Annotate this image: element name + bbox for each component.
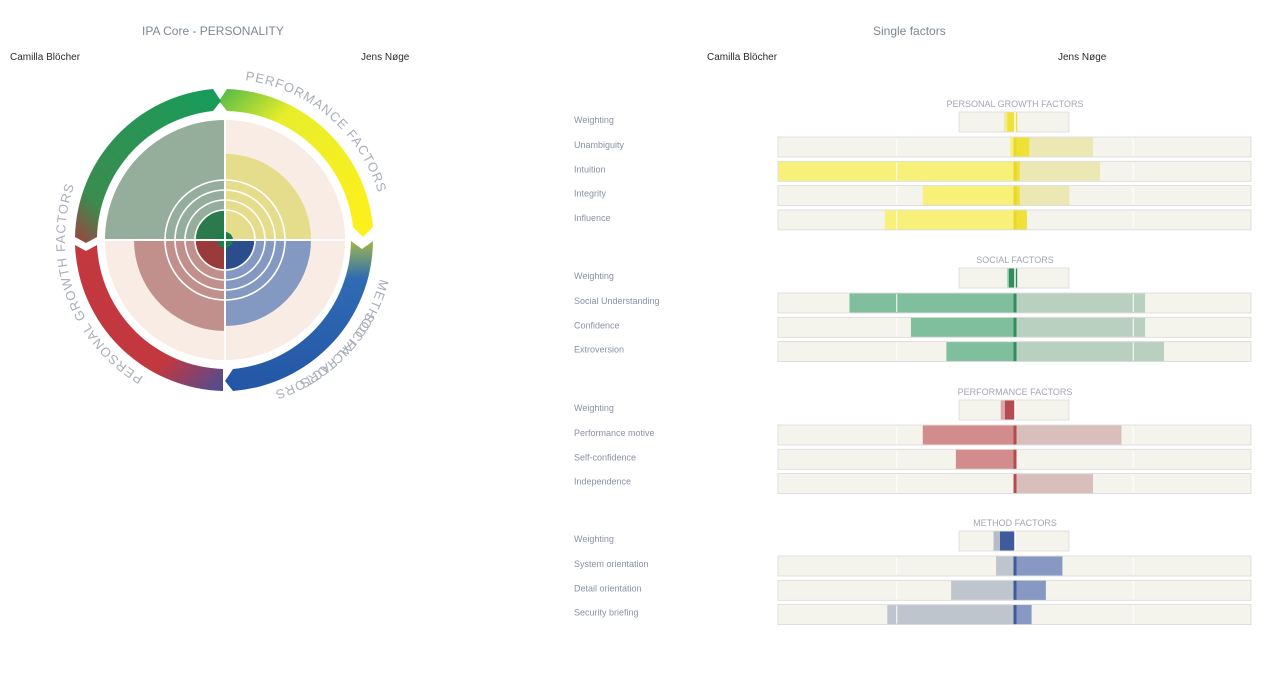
factor-bar-b-core-detail-orientation — [1015, 580, 1046, 600]
left-person-a-name: Camilla Blöcher — [10, 52, 81, 63]
row-label-confidence: Confidence — [574, 320, 620, 330]
factor-center-marker-confidence — [1013, 317, 1017, 337]
factor-bar-a-influence — [884, 210, 1015, 230]
factor-center-marker-self-confidence — [1013, 449, 1017, 469]
wheel-ring-2 — [174, 189, 276, 291]
factor-bar-b-core-intuition — [1015, 161, 1020, 181]
weighting-bar-b — [1004, 400, 1015, 420]
factor-center-marker-system-orientation — [1013, 556, 1017, 576]
right-person-a-name: Camilla Blöcher — [707, 52, 778, 63]
wheel-wedge-method-factors-inner — [225, 240, 255, 270]
right-panel-title: Single factors — [873, 24, 946, 38]
row-label-weighting: Weighting — [574, 271, 614, 281]
factor-center-marker-independence — [1013, 474, 1017, 494]
row-label-social-understanding: Social Understanding — [574, 296, 660, 306]
factor-center-marker-integrity — [1013, 186, 1017, 206]
factor-center-marker-influence — [1013, 210, 1017, 230]
ring-arc-performance — [75, 245, 223, 391]
factor-group-social-factors: SOCIAL FACTORS Weighting Social Understand… — [574, 255, 1252, 363]
row-label-weighting: Weighting — [574, 115, 614, 125]
wheel-wedge-social-factors-outer — [105, 120, 225, 240]
row-label-independence: Independence — [574, 477, 631, 487]
factor-bar-b-integrity — [1015, 186, 1070, 206]
row-label-weighting: Weighting — [574, 534, 614, 544]
factor-center-marker-social-understanding — [1013, 293, 1017, 313]
factor-bar-b-social-understanding — [1015, 293, 1146, 313]
factor-bar-a-security-briefing — [887, 605, 1015, 625]
factor-bar-a-performance-motive — [922, 425, 1015, 445]
factor-center-marker-security-briefing — [1013, 605, 1017, 625]
factor-bar-b-core-integrity — [1015, 186, 1020, 206]
wheel-ring-3 — [184, 199, 266, 281]
left-panel-title: IPA Core - PERSONALITY — [142, 24, 284, 38]
factor-bar-b-intuition — [1015, 161, 1101, 181]
factor-bar-a-system-orientation — [996, 556, 1015, 576]
row-label-extroversion: Extroversion — [574, 345, 624, 355]
weighting-bar-b — [1007, 112, 1018, 132]
left-person-b-name: Jens Nøge — [361, 52, 410, 63]
wheel-dividers — [103, 118, 347, 362]
factor-bar-b-core-unambiguity — [1015, 137, 1030, 157]
factor-center-marker-unambiguity — [1013, 137, 1017, 157]
wheel-wedge-performance-factors-outer — [134, 240, 225, 331]
right-person-b-name: Jens Nøge — [1058, 52, 1107, 63]
group-title-performance-factors: PERFORMANCE FACTORS — [958, 387, 1073, 397]
factor-bar-a-social-understanding — [849, 293, 1015, 313]
row-label-weighting: Weighting — [574, 403, 614, 413]
weighting-bar-b — [999, 531, 1015, 551]
factor-bar-b-core-security-briefing — [1015, 605, 1032, 625]
wheel-ring-1 — [164, 179, 286, 301]
row-label-unambiguity: Unambiguity — [574, 140, 625, 150]
factor-group-personal-growth-factors: PERSONAL GROWTH FACTORS Weighting Unambigu… — [574, 99, 1252, 231]
factor-center-marker-detail-orientation — [1013, 580, 1017, 600]
factor-bar-b-extroversion — [1015, 342, 1164, 362]
group-title-method-factors: METHOD FACTORS — [973, 518, 1057, 528]
group-title-social-factors: SOCIAL FACTORS — [976, 255, 1054, 265]
row-label-security-briefing: Security briefing — [574, 608, 639, 618]
row-label-system-orientation: System orientation — [574, 559, 649, 569]
ring-arc-social — [75, 89, 221, 243]
row-label-influence: Influence — [574, 213, 611, 223]
factor-bar-a-detail-orientation — [951, 580, 1015, 600]
factor-bar-a-self-confidence — [955, 449, 1015, 469]
factor-bar-b-confidence — [1015, 317, 1146, 337]
factor-bar-b-core-system-orientation — [1015, 556, 1063, 576]
weighting-bar-b — [1009, 268, 1018, 288]
factor-bar-a-unambiguity — [1010, 137, 1015, 157]
factor-bar-a-integrity — [922, 186, 1015, 206]
factor-bar-b-independence — [1015, 474, 1094, 494]
factor-center-marker-intuition — [1013, 161, 1017, 181]
ring-arc-growth — [219, 89, 373, 237]
wheel-ring-4 — [194, 209, 256, 271]
factor-center-marker-performance-motive — [1013, 425, 1017, 445]
group-title-personal-growth-factors: PERSONAL GROWTH FACTORS — [946, 99, 1083, 109]
ring-arc-method — [225, 241, 373, 391]
row-label-self-confidence: Self-confidence — [574, 452, 636, 462]
wheel-wedge-performance-factors-inner — [195, 240, 225, 270]
factor-bar-b-unambiguity — [1015, 137, 1094, 157]
row-label-intuition: Intuition — [574, 164, 606, 174]
factor-center-marker-extroversion — [1013, 342, 1017, 362]
personality-wheel-chart: PERSONAL GROWTH FACTORS METHOD FACTORS P… — [53, 68, 391, 402]
factor-group-performance-factors: PERFORMANCE FACTORS Weighting Performance … — [574, 387, 1252, 495]
factor-bar-b-performance-motive — [1015, 425, 1122, 445]
row-label-integrity: Integrity — [574, 189, 607, 199]
row-label-performance-motive: Performance motive — [574, 428, 655, 438]
factor-bar-b-core-influence — [1015, 210, 1027, 230]
factor-bar-a-extroversion — [946, 342, 1015, 362]
wheel-wedge-social-factors-inner — [195, 210, 225, 240]
row-label-detail-orientation: Detail orientation — [574, 583, 642, 593]
factor-group-method-factors: METHOD FACTORS Weighting System orientatio… — [574, 518, 1252, 625]
factor-bar-a-confidence — [910, 317, 1015, 337]
